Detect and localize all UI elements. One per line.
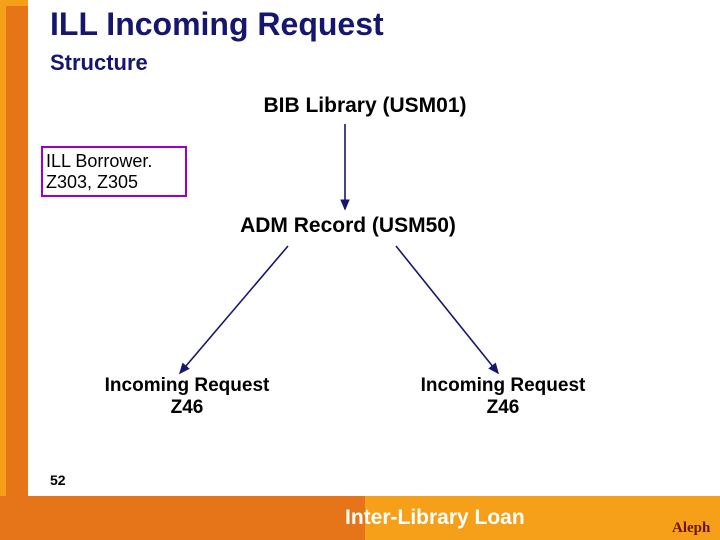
connector-line xyxy=(396,246,498,373)
svg-text:Aleph: Aleph xyxy=(672,520,711,536)
aleph-logo: Aleph xyxy=(670,500,712,536)
footer-text: Inter-Library Loan xyxy=(345,506,525,530)
page-number: 52 xyxy=(50,472,66,488)
connectors-svg xyxy=(0,0,720,540)
connector-line xyxy=(180,246,288,373)
footer-overlay xyxy=(0,496,365,540)
